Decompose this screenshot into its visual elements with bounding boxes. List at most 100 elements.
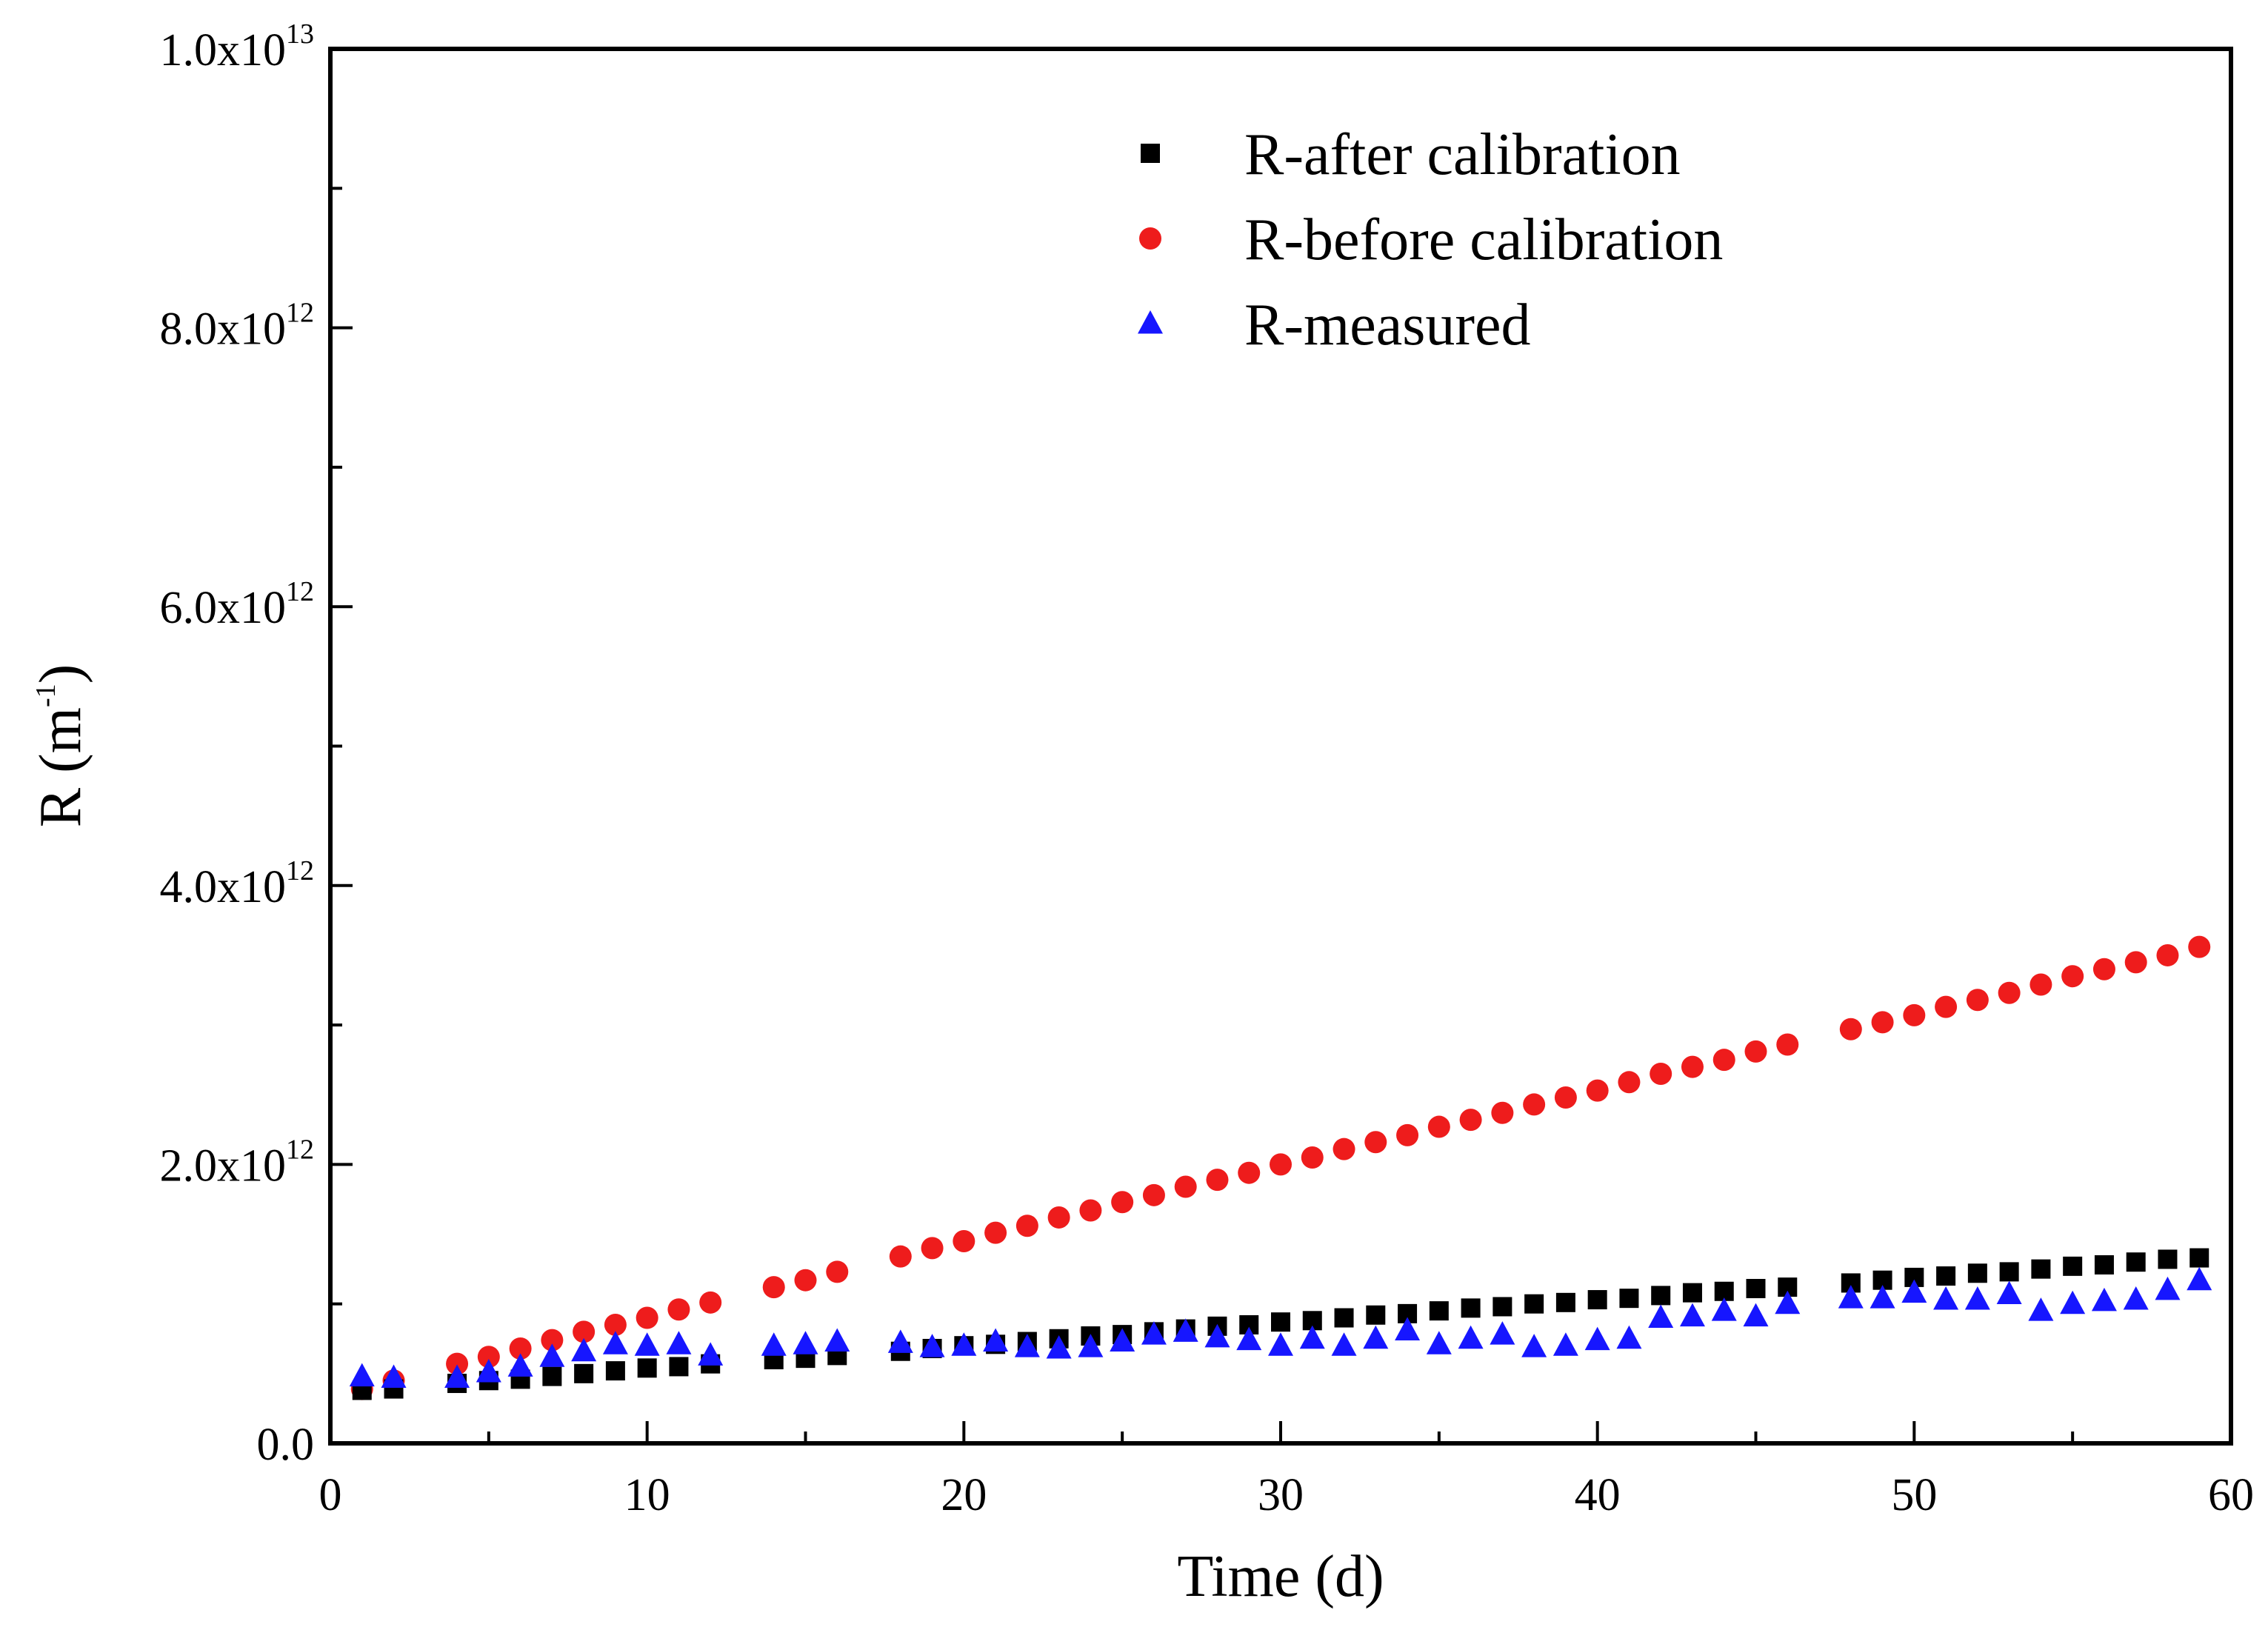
data-point-circle (1554, 1086, 1577, 1109)
data-point-square (1555, 1292, 1575, 1312)
x-axis-label: Time (d) (1177, 1544, 1384, 1609)
data-point-circle (1111, 1191, 1134, 1214)
data-point-circle (984, 1221, 1007, 1244)
data-point-square (1936, 1266, 1956, 1286)
data-point-circle (1618, 1071, 1641, 1094)
data-point-circle (2156, 943, 2179, 966)
y-tick-exponent: 13 (286, 19, 314, 50)
data-point-circle (1903, 1003, 1926, 1026)
data-point-circle (2061, 965, 2084, 988)
y-tick-exponent: 12 (286, 298, 314, 329)
data-point-triangle (1584, 1326, 1610, 1351)
data-point-square (605, 1361, 625, 1381)
data-point-circle (1871, 1011, 1894, 1034)
data-point-triangle (2155, 1276, 2181, 1300)
data-point-square (1429, 1301, 1449, 1321)
data-point-square (1366, 1305, 1386, 1325)
data-point-triangle (2123, 1286, 2149, 1310)
y-tick-label: 0.0 (257, 1420, 315, 1470)
data-point-triangle (349, 1363, 375, 1387)
series-triangle (349, 1266, 2212, 1388)
data-point-circle (1998, 981, 2021, 1004)
y-tick-label: 4.0x1012 (160, 855, 315, 912)
x-tick-label: 0 (319, 1470, 342, 1520)
data-point-triangle (919, 1334, 945, 1357)
data-point-circle (826, 1260, 849, 1283)
data-point-triangle (1552, 1332, 1578, 1356)
data-point-square (669, 1357, 689, 1377)
y-tick-exponent: 12 (286, 576, 314, 607)
legend-marker-triangle (1138, 310, 1163, 334)
data-point-circle (667, 1298, 690, 1321)
data-point-circle (1047, 1206, 1070, 1229)
data-point-triangle (1236, 1326, 1262, 1351)
data-point-square (1524, 1294, 1544, 1314)
y-tick-exponent: 12 (286, 1134, 314, 1165)
data-point-triangle (1711, 1297, 1737, 1321)
data-point-circle (541, 1329, 564, 1352)
data-point-triangle (1141, 1321, 1167, 1345)
data-point-circle (1586, 1079, 1609, 1102)
series-square (352, 1248, 2209, 1400)
y-tick-exponent: 12 (286, 855, 314, 886)
data-point-circle (953, 1229, 975, 1252)
data-point-triangle (983, 1328, 1009, 1352)
y-tick-mantissa: 2.0x10 (160, 1140, 287, 1191)
data-point-square (542, 1366, 562, 1386)
data-point-triangle (1204, 1323, 1230, 1348)
data-point-triangle (887, 1329, 913, 1353)
data-point-triangle (1775, 1290, 1801, 1314)
series-circle (350, 935, 2211, 1400)
data-point-triangle (1616, 1325, 1642, 1349)
data-point-triangle (824, 1328, 850, 1352)
data-point-square (1682, 1283, 1702, 1303)
data-point-triangle (381, 1364, 407, 1388)
data-point-square (1587, 1290, 1607, 1310)
data-point-circle (2092, 958, 2115, 980)
data-points (349, 935, 2212, 1400)
data-point-circle (1523, 1093, 1546, 1116)
data-point-triangle (507, 1353, 533, 1377)
data-point-circle (509, 1337, 532, 1360)
data-point-triangle (539, 1343, 565, 1367)
legend-label: R-measured (1244, 293, 1531, 358)
legend-label: R-after calibration (1244, 122, 1681, 187)
data-point-triangle (951, 1332, 977, 1356)
data-point-square (1271, 1312, 1290, 1332)
data-point-triangle (1996, 1280, 2022, 1305)
data-point-triangle (1173, 1318, 1198, 1342)
y-tick-label: 6.0x1012 (160, 576, 315, 633)
data-point-triangle (1490, 1321, 1515, 1345)
data-point-triangle (571, 1337, 597, 1362)
data-point-triangle (1679, 1303, 1705, 1327)
data-point-circle (1238, 1161, 1261, 1184)
data-point-circle (1079, 1199, 1102, 1222)
data-point-triangle (1870, 1285, 1895, 1309)
axis-ticks (329, 47, 2232, 1445)
data-point-circle (1650, 1063, 1672, 1086)
legend-marker-square (1141, 144, 1160, 163)
y-axis-label-base: R (m (28, 707, 93, 827)
data-point-triangle (1458, 1325, 1484, 1349)
data-point-square (2189, 1248, 2209, 1268)
data-point-triangle (1648, 1304, 1674, 1329)
data-point-circle (1206, 1169, 1229, 1192)
data-point-circle (1459, 1109, 1482, 1132)
y-axis-label: R (m-1) (28, 664, 93, 828)
data-point-circle (1396, 1123, 1419, 1146)
data-point-triangle (1299, 1325, 1325, 1349)
data-point-circle (1935, 995, 1958, 1018)
data-point-circle (477, 1346, 500, 1369)
data-point-triangle (1268, 1332, 1293, 1356)
data-point-circle (1776, 1033, 1799, 1056)
data-point-triangle (2091, 1287, 2117, 1312)
x-tick-label: 30 (1258, 1470, 1304, 1520)
x-tick-label: 40 (1575, 1470, 1621, 1520)
data-point-square (2158, 1249, 2178, 1269)
data-point-square (1334, 1308, 1354, 1328)
data-point-circle (1301, 1146, 1324, 1169)
y-axis-label-close: ) (28, 664, 93, 684)
data-point-square (1967, 1263, 1987, 1283)
data-point-square (1651, 1286, 1671, 1306)
